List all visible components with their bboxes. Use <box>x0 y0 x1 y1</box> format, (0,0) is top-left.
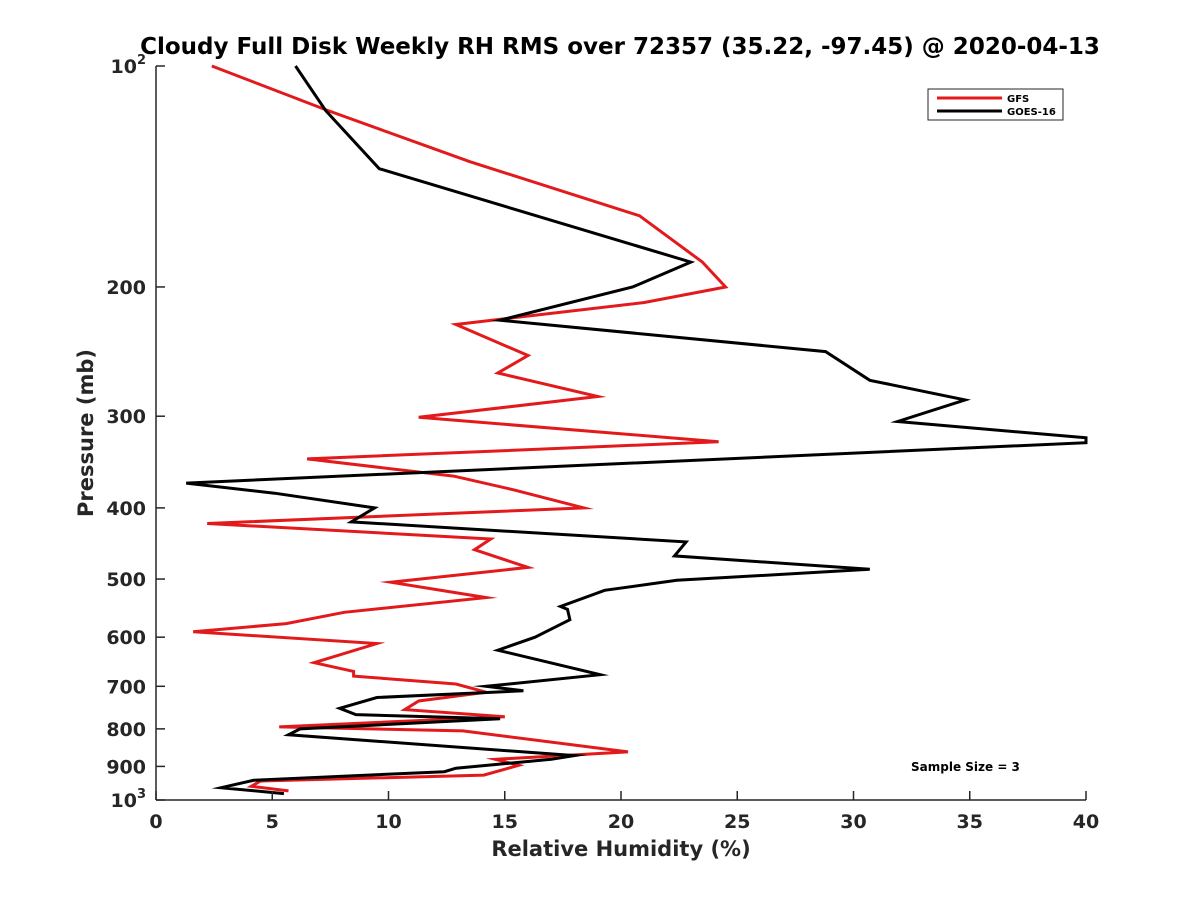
series-line-0 <box>193 64 729 793</box>
x-tick-label: 5 <box>266 811 279 833</box>
y-tick-label: 700 <box>106 676 146 698</box>
legend-items: GFS GOES-16 <box>937 94 1056 118</box>
y-axis-title: Pressure (mb) <box>74 349 98 517</box>
plot-area: 0 5 10 15 20 25 30 35 40 10220030040050060070080… <box>106 53 1099 833</box>
x-tick-label: 40 <box>1073 811 1099 833</box>
y-tick-label: 900 <box>106 756 146 778</box>
legend: GFS GOES-16 <box>927 88 1064 121</box>
y-tick-label: 800 <box>106 719 146 741</box>
y-tick-exponent: 3 <box>137 787 146 802</box>
x-axis-ticks: 0 5 10 15 20 25 30 35 40 <box>149 791 1099 833</box>
x-tick-label: 30 <box>840 811 866 833</box>
x-tick-label: 20 <box>608 811 634 833</box>
y-tick-base: 10 <box>111 56 137 78</box>
x-tick-label: 10 <box>375 811 401 833</box>
y-tick-label: 200 <box>106 277 146 299</box>
y-tick-base: 10 <box>111 790 137 812</box>
y-tick-label: 102 <box>111 53 147 78</box>
chart-title: Cloudy Full Disk Weekly RH RMS over 7235… <box>140 34 1100 60</box>
series-layer <box>186 64 1088 796</box>
legend-box <box>927 88 1064 121</box>
x-tick-label: 15 <box>492 811 518 833</box>
x-tick-label: 0 <box>149 811 162 833</box>
x-tick-label: 25 <box>724 811 750 833</box>
y-tick-label: 103 <box>111 787 147 812</box>
y-tick-label: 300 <box>106 406 146 428</box>
x-axis-title: Relative Humidity (%) <box>491 837 750 861</box>
y-tick-label: 400 <box>106 498 146 520</box>
x-tick-label: 35 <box>957 811 983 833</box>
y-tick-label: 500 <box>106 569 146 591</box>
legend-label-1: GOES-16 <box>1007 107 1056 118</box>
legend-label-0: GFS <box>1007 94 1029 105</box>
y-tick-exponent: 2 <box>137 53 146 68</box>
series-line-1 <box>186 65 1088 796</box>
sample-size-annotation: Sample Size = 3 <box>911 760 1020 774</box>
y-tick-label: 600 <box>106 627 146 649</box>
